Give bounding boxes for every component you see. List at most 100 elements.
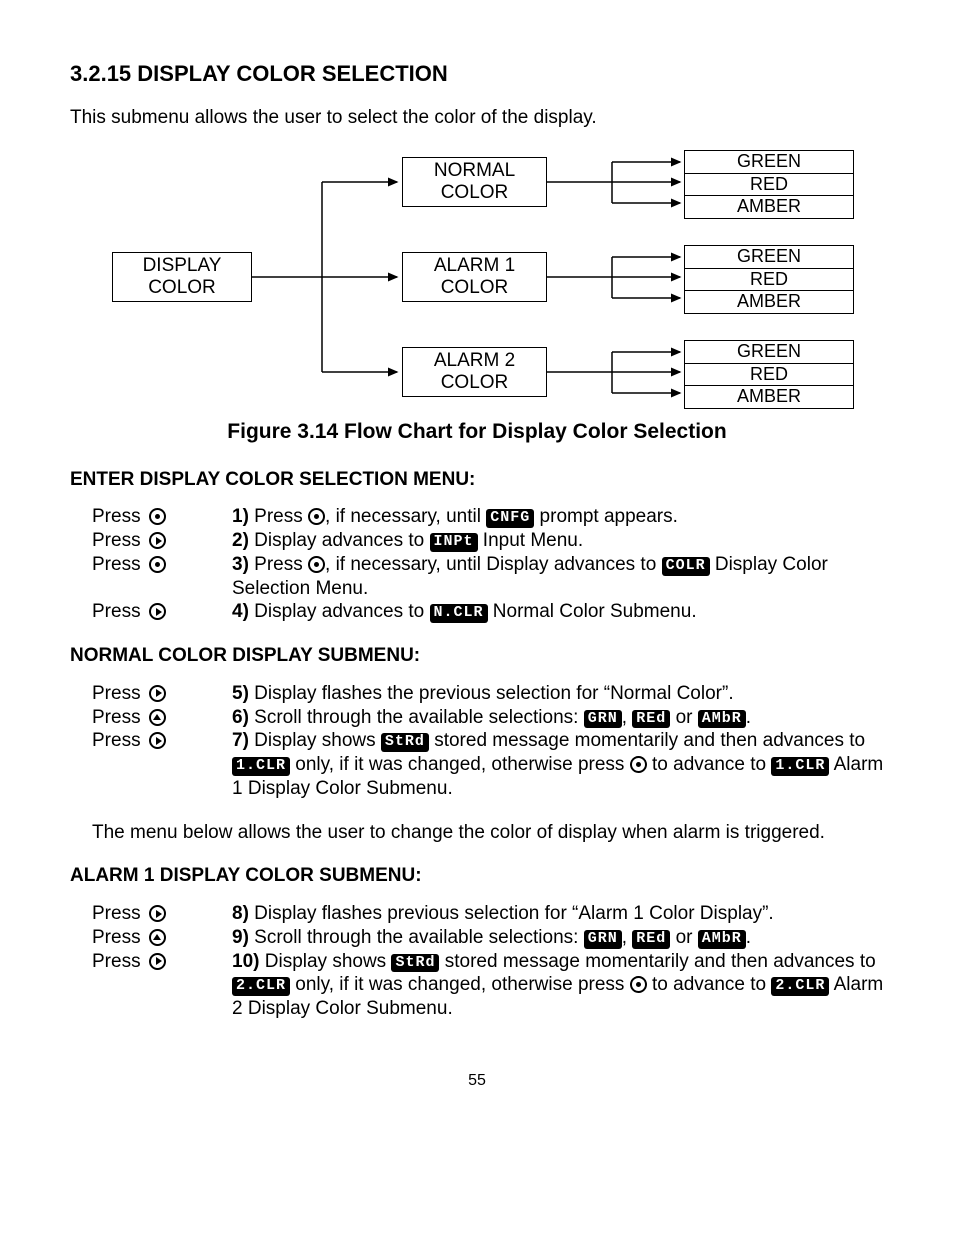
- instruction-column: 8) Display flashes previous selection fo…: [232, 902, 884, 926]
- step-number: 8): [232, 903, 249, 924]
- flow-opt: RED: [685, 174, 853, 197]
- lcd-token: AMbR: [698, 930, 746, 949]
- step-number: 6): [232, 707, 249, 728]
- flow-opt: GREEN: [685, 341, 853, 364]
- step-row: Press9) Scroll through the available sel…: [92, 926, 884, 950]
- step-number: 9): [232, 927, 249, 948]
- lcd-token: REd: [632, 930, 670, 949]
- flow-opt: AMBER: [685, 291, 853, 313]
- section-heading: ALARM 1 DISPLAY COLOR SUBMENU:: [70, 864, 884, 888]
- lcd-token: COLR: [662, 557, 710, 576]
- section-heading: NORMAL COLOR DISPLAY SUBMENU:: [70, 644, 884, 668]
- dot-button-icon: [308, 508, 325, 525]
- flowchart: DISPLAY COLOR NORMAL COLOR ALARM 1 COLOR…: [92, 147, 862, 407]
- step-list: Press 5) Display flashes the previous sel…: [92, 682, 884, 801]
- flow-mid-0-l2: COLOR: [403, 182, 546, 204]
- step-row: Press1) Press , if necessary, until CNFG…: [92, 505, 884, 529]
- flow-mid-2-l2: COLOR: [403, 372, 546, 394]
- page-title: 3.2.15 DISPLAY COLOR SELECTION: [70, 60, 884, 88]
- flow-opt: RED: [685, 364, 853, 387]
- instruction-column: 5) Display flashes the previous selectio…: [232, 682, 884, 706]
- step-row: Press 5) Display flashes the previous sel…: [92, 682, 884, 706]
- press-column: Press: [92, 926, 232, 950]
- flow-root-l2: COLOR: [113, 277, 251, 299]
- step-row: Press 6) Scroll through the available sel…: [92, 706, 884, 730]
- section-note: The menu below allows the user to change…: [92, 821, 862, 845]
- step-number: 5): [232, 683, 249, 704]
- step-number: 3): [232, 554, 249, 575]
- press-column: Press: [92, 706, 232, 730]
- right-button-icon: [149, 532, 166, 549]
- flow-root-l1: DISPLAY: [113, 255, 251, 277]
- step-row: Press4) Display advances to N.CLR Normal…: [92, 600, 884, 624]
- press-label: Press: [92, 682, 141, 706]
- intro-text: This submenu allows the user to select t…: [70, 106, 884, 130]
- flow-mid-2-l1: ALARM 2: [403, 350, 546, 372]
- flow-root: DISPLAY COLOR: [112, 252, 252, 302]
- lcd-token: 2.CLR: [232, 977, 290, 996]
- lcd-token: CNFG: [486, 509, 534, 528]
- right-button-icon: [149, 603, 166, 620]
- dot-button-icon: [630, 976, 647, 993]
- step-number: 4): [232, 601, 249, 622]
- lcd-token: StRd: [381, 733, 429, 752]
- press-column: Press: [92, 529, 232, 553]
- section-heading: ENTER DISPLAY COLOR SELECTION MENU:: [70, 468, 884, 492]
- flow-mid-0: NORMAL COLOR: [402, 157, 547, 207]
- step-number: 2): [232, 530, 249, 551]
- flow-opts-2: GREEN RED AMBER: [684, 340, 854, 409]
- right-button-icon: [149, 685, 166, 702]
- lcd-token: GRN: [584, 710, 622, 729]
- flow-mid-0-l1: NORMAL: [403, 160, 546, 182]
- instruction-column: 6) Scroll through the available selectio…: [232, 706, 884, 730]
- step-row: Press 2) Display advances to INPt Input M…: [92, 529, 884, 553]
- press-label: Press: [92, 600, 141, 624]
- step-row: Press 8) Display flashes previous selecti…: [92, 902, 884, 926]
- instruction-column: 9) Scroll through the available selectio…: [232, 926, 884, 950]
- press-label: Press: [92, 729, 141, 753]
- dot-button-icon: [149, 508, 166, 525]
- step-list: Press8) Display flashes previous selecti…: [92, 902, 884, 1021]
- lcd-token: StRd: [391, 954, 439, 973]
- press-column: Press: [92, 682, 232, 706]
- press-label: Press: [92, 505, 141, 529]
- flow-opt: AMBER: [685, 386, 853, 408]
- right-button-icon: [149, 732, 166, 749]
- step-number: 7): [232, 730, 249, 751]
- flow-opt: GREEN: [685, 151, 853, 174]
- instruction-column: 7) Display shows StRd stored message mom…: [232, 729, 884, 800]
- up-button-icon: [149, 709, 166, 726]
- step-row: Press3) Press , if necessary, until Disp…: [92, 553, 884, 601]
- flow-opt: AMBER: [685, 196, 853, 218]
- lcd-token: 1.CLR: [232, 757, 290, 776]
- step-row: Press 10) Display shows StRd stored messa…: [92, 950, 884, 1021]
- lcd-token: N.CLR: [430, 604, 488, 623]
- right-button-icon: [149, 905, 166, 922]
- press-label: Press: [92, 529, 141, 553]
- lcd-token: INPt: [430, 533, 478, 552]
- press-label: Press: [92, 950, 141, 974]
- figure-caption: Figure 3.14 Flow Chart for Display Color…: [70, 419, 884, 445]
- press-column: Press: [92, 553, 232, 577]
- dot-button-icon: [630, 756, 647, 773]
- lcd-token: 1.CLR: [771, 757, 829, 776]
- press-column: Press: [92, 505, 232, 529]
- press-label: Press: [92, 902, 141, 926]
- page-number: 55: [70, 1071, 884, 1091]
- up-button-icon: [149, 929, 166, 946]
- step-row: Press 7) Display shows StRd stored messag…: [92, 729, 884, 800]
- flow-mid-1: ALARM 1 COLOR: [402, 252, 547, 302]
- dot-button-icon: [308, 556, 325, 573]
- press-column: Press: [92, 729, 232, 753]
- instruction-column: 2) Display advances to INPt Input Menu.: [232, 529, 884, 553]
- press-column: Press: [92, 600, 232, 624]
- lcd-token: REd: [632, 710, 670, 729]
- step-number: 1): [232, 506, 249, 527]
- instruction-column: 10) Display shows StRd stored message mo…: [232, 950, 884, 1021]
- flow-opts-0: GREEN RED AMBER: [684, 150, 854, 219]
- press-label: Press: [92, 706, 141, 730]
- lcd-token: AMbR: [698, 710, 746, 729]
- lcd-token: 2.CLR: [771, 977, 829, 996]
- lcd-token: GRN: [584, 930, 622, 949]
- instruction-column: 3) Press , if necessary, until Display a…: [232, 553, 884, 601]
